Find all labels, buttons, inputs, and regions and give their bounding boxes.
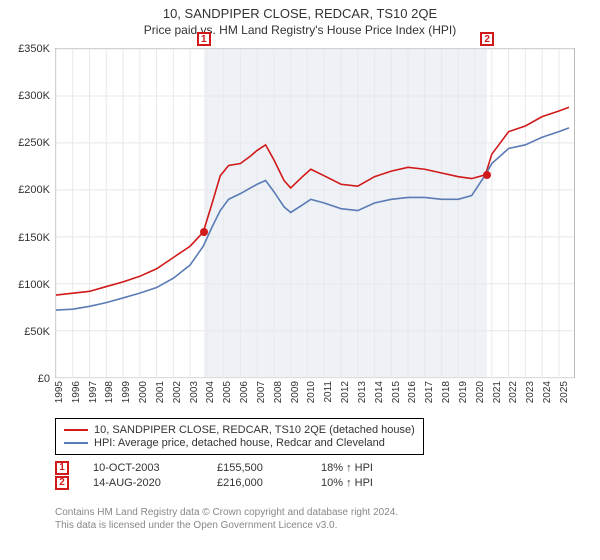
x-tick-label: 2023 [525,381,536,403]
y-tick-label: £250K [18,137,50,149]
sale-marker: 2 [480,32,494,46]
sale-dot [483,171,491,179]
legend-box: 10, SANDPIPER CLOSE, REDCAR, TS10 2QE (d… [55,418,424,455]
y-tick-label: £300K [18,90,50,102]
sale-date: 10-OCT-2003 [93,462,193,474]
x-tick-label: 2010 [306,381,317,403]
x-tick-label: 1999 [121,381,132,403]
sale-marker-ref: 1 [55,461,69,475]
x-tick-label: 2009 [290,381,301,403]
title-address: 10, SANDPIPER CLOSE, REDCAR, TS10 2QE [0,6,600,21]
y-tick-label: £100K [18,279,50,291]
title-subtitle: Price paid vs. HM Land Registry's House … [0,23,600,37]
sale-marker: 1 [197,32,211,46]
x-tick-label: 2025 [559,381,570,403]
footer-credits: Contains HM Land Registry data © Crown c… [55,506,398,532]
plot-area: £0£50K£100K£150K£200K£250K£300K£350K1995… [55,48,575,378]
x-tick-label: 1998 [104,381,115,403]
x-tick-label: 2014 [374,381,385,403]
x-tick-label: 2001 [155,381,166,403]
sale-hpi-delta: 10% ↑ HPI [321,477,373,489]
legend-row: HPI: Average price, detached house, Redc… [64,437,415,449]
y-tick-label: £350K [18,43,50,55]
x-tick-label: 2002 [172,381,183,403]
x-tick-label: 1996 [71,381,82,403]
x-tick-label: 2022 [508,381,519,403]
y-tick-label: £50K [24,326,50,338]
x-tick-label: 1997 [88,381,99,403]
x-tick-label: 2016 [407,381,418,403]
sale-price: £216,000 [217,477,297,489]
footer-line2: This data is licensed under the Open Gov… [55,519,398,532]
x-tick-label: 1995 [54,381,65,403]
x-tick-label: 2015 [391,381,402,403]
x-tick-label: 2024 [542,381,553,403]
x-tick-label: 2012 [340,381,351,403]
x-tick-label: 2021 [492,381,503,403]
x-tick-label: 2011 [323,381,334,403]
legend-row: 10, SANDPIPER CLOSE, REDCAR, TS10 2QE (d… [64,424,415,436]
legend-label: 10, SANDPIPER CLOSE, REDCAR, TS10 2QE (d… [94,424,415,436]
legend-swatch [64,429,88,431]
legend-label: HPI: Average price, detached house, Redc… [94,437,385,449]
x-tick-label: 2003 [189,381,200,403]
x-tick-label: 2018 [441,381,452,403]
sale-price: £155,500 [217,462,297,474]
sale-dot [200,228,208,236]
chart-container: { "title_line1": "10, SANDPIPER CLOSE, R… [0,0,600,560]
x-tick-label: 2013 [357,381,368,403]
sale-hpi-delta: 18% ↑ HPI [321,462,373,474]
line-chart-svg [56,49,574,378]
x-tick-label: 2020 [475,381,486,403]
legend-swatch [64,442,88,444]
y-tick-label: £150K [18,232,50,244]
x-tick-label: 2008 [273,381,284,403]
sales-table: 1 10-OCT-2003 £155,500 18% ↑ HPI 2 14-AUG-202… [55,460,373,491]
x-tick-label: 2004 [205,381,216,403]
x-tick-label: 2005 [222,381,233,403]
x-tick-label: 2006 [239,381,250,403]
x-tick-label: 2007 [256,381,267,403]
footer-line1: Contains HM Land Registry data © Crown c… [55,506,398,519]
x-tick-label: 2017 [424,381,435,403]
sale-date: 14-AUG-2020 [93,477,193,489]
x-tick-label: 2000 [138,381,149,403]
sale-marker-ref: 2 [55,476,69,490]
sales-row: 1 10-OCT-2003 £155,500 18% ↑ HPI [55,461,373,475]
sales-row: 2 14-AUG-2020 £216,000 10% ↑ HPI [55,476,373,490]
y-tick-label: £0 [38,373,50,385]
x-tick-label: 2019 [458,381,469,403]
y-tick-label: £200K [18,184,50,196]
